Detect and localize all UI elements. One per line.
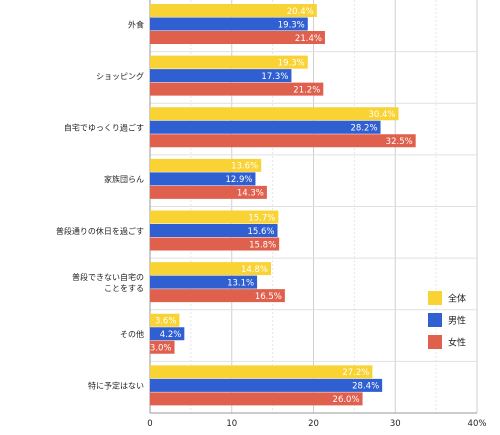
category-label: 普段できない自宅のことをする	[72, 272, 144, 293]
bar-男性-1	[150, 69, 292, 83]
category-label: 外食	[128, 19, 144, 29]
x-tick-label: 10	[226, 419, 237, 429]
data-label: 14.3%	[237, 189, 264, 199]
bar-全体-7	[150, 365, 373, 379]
data-label: 19.3%	[278, 20, 305, 30]
data-label: 32.5%	[386, 137, 413, 147]
bar-女性-2	[150, 134, 416, 148]
data-label: 4.2%	[160, 330, 182, 340]
legend-label: 男性	[448, 315, 466, 327]
legend-swatch	[428, 313, 442, 327]
bar-男性-7	[150, 378, 383, 392]
x-tick-label: 20	[308, 419, 319, 429]
x-tick-label: 0	[147, 419, 152, 429]
data-label: 28.4%	[352, 382, 379, 392]
data-label: 13.1%	[227, 278, 254, 288]
bar-男性-0	[150, 17, 308, 31]
data-label: 30.4%	[369, 110, 396, 120]
bar-女性-7	[150, 392, 363, 406]
bar-全体-4	[150, 210, 279, 224]
bar-全体-2	[150, 107, 399, 121]
legend-swatch	[428, 335, 442, 349]
data-label: 27.2%	[342, 368, 369, 378]
data-label: 26.0%	[333, 395, 360, 405]
bar-男性-5	[150, 275, 258, 289]
legend-swatch	[428, 291, 442, 305]
data-label: 15.8%	[249, 240, 276, 250]
bar-男性-3	[150, 172, 256, 186]
bars-group: 20.4% 19.3% 21.4% 19.3% 17.3% 21.2% 30.4% 28.2%…	[150, 4, 416, 406]
bar-男性-4	[150, 224, 278, 237]
data-label: 19.3%	[278, 58, 305, 68]
data-label: 14.8%	[241, 265, 268, 275]
data-label: 15.6%	[248, 227, 275, 237]
bar-全体-6	[150, 313, 180, 327]
data-label: 21.2%	[293, 85, 320, 95]
category-label: 普段通りの休日を過ごす	[56, 226, 144, 236]
data-label: 3.6%	[155, 317, 177, 327]
bar-女性-1	[150, 82, 324, 96]
data-label: 15.7%	[248, 213, 275, 223]
bar-全体-3	[150, 158, 262, 172]
category-label: 自宅でゆっくり過ごす	[64, 123, 144, 133]
category-label: その他	[120, 329, 144, 339]
category-labels: 外食ショッピング自宅でゆっくり過ごす家族団らん普段通りの休日を過ごす普段できない…	[56, 19, 144, 390]
legend-label: 女性	[448, 337, 466, 349]
bar-女性-5	[150, 289, 285, 303]
bar-全体-0	[150, 4, 317, 17]
bar-男性-6	[150, 327, 185, 341]
data-label: 21.4%	[295, 34, 322, 44]
x-axis-ticks: 0 10 20 30 40%	[147, 419, 486, 429]
data-label: 13.6%	[231, 162, 258, 172]
x-tick-label: 40%	[468, 419, 487, 429]
data-label: 17.3%	[261, 72, 288, 82]
bar-男性-2	[150, 120, 381, 134]
data-label: 12.9%	[225, 175, 252, 185]
data-label: 20.4%	[287, 7, 314, 17]
data-label: 28.2%	[351, 124, 378, 134]
bar-女性-6	[150, 340, 175, 354]
bar-女性-3	[150, 185, 267, 199]
x-tick-label: 30	[390, 419, 401, 429]
bar-全体-5	[150, 262, 271, 276]
legend-label: 全体	[448, 293, 466, 305]
bar-全体-1	[150, 55, 308, 69]
grid-lines	[149, 0, 478, 414]
category-label: 特に予定はない	[88, 381, 144, 391]
category-label: ショッピング	[96, 71, 144, 81]
category-label: 家族団らん	[104, 174, 144, 184]
bar-女性-0	[150, 31, 325, 44]
bar-女性-4	[150, 237, 280, 251]
data-label: 16.5%	[255, 292, 282, 302]
data-label: 3.0%	[150, 344, 172, 354]
